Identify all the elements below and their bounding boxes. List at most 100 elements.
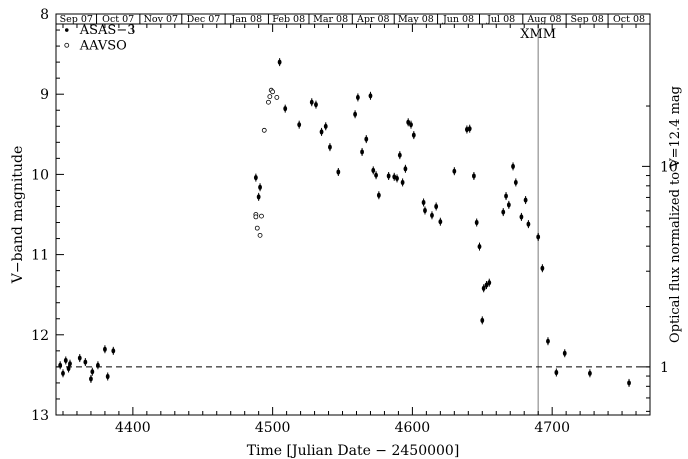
asas-point [353, 111, 357, 117]
aavso-point [274, 95, 280, 100]
asas-point [111, 348, 116, 354]
month-label: May 08 [398, 14, 434, 25]
month-label: Jan 08 [230, 14, 262, 25]
asas-point [319, 129, 324, 135]
asas-point [523, 197, 528, 203]
y2-tick-label: 10 [660, 159, 678, 175]
month-label: Jul 08 [486, 14, 515, 25]
month-label: Dec 07 [187, 14, 221, 25]
data-points [58, 58, 631, 387]
month-label: Sep 07 [60, 14, 93, 25]
legend: ASAS−3 AAVSO [64, 23, 136, 53]
asas-point [434, 203, 439, 210]
asas-point [481, 285, 486, 291]
asas-point [501, 209, 506, 215]
month-label: Nov 07 [144, 14, 179, 25]
asas-point [588, 370, 592, 376]
asas-point [61, 370, 65, 376]
y-tick-label: 10 [31, 167, 49, 183]
y-tick-label: 9 [40, 87, 49, 103]
aavso-point [267, 94, 273, 100]
aavso-point [254, 225, 260, 231]
asas-point [554, 369, 559, 376]
asas-point [423, 207, 427, 214]
asas-point [355, 94, 360, 101]
asas-point [374, 172, 378, 178]
month-label: Aug 08 [526, 14, 561, 25]
asas-point [328, 144, 332, 150]
plot-frame [55, 13, 651, 416]
y-tick-label: 11 [31, 248, 49, 264]
y2-axis: 10 1 [642, 105, 678, 412]
asas-point [395, 175, 399, 182]
asas-point [480, 317, 485, 323]
asas-point [504, 193, 508, 199]
asas-point [438, 219, 443, 225]
asas-point [386, 173, 391, 179]
legend-asas-label: ASAS−3 [79, 23, 136, 38]
asas-point [411, 132, 416, 138]
month-label: Apr 08 [356, 14, 390, 25]
y-tick-label: 13 [31, 408, 49, 424]
x-tick-label: 4500 [255, 420, 291, 436]
month-axis: Sep 07 Oct 07 Nov 07 Dec 07 Jan 08 Feb 08 Mar … [56, 14, 650, 25]
y-axis-label: V−band magnitude [10, 146, 26, 285]
aavso-point [266, 99, 271, 105]
asas-point [309, 99, 314, 105]
month-label: Oct 08 [613, 14, 645, 25]
asas-point [511, 163, 515, 169]
asas-point [474, 219, 479, 226]
asas-point [506, 202, 511, 208]
asas-point [540, 265, 545, 271]
y2-tick-label: 1 [660, 360, 669, 376]
asas-point [484, 282, 489, 288]
x-tick-label: 4600 [395, 420, 431, 436]
asas-point [477, 243, 482, 250]
x-tick-label: 4400 [115, 420, 151, 436]
asas-point [519, 214, 524, 220]
asas-point [96, 362, 100, 368]
asas-point [103, 346, 107, 352]
xmm-label: XMM [520, 27, 556, 42]
asas-point [77, 355, 82, 361]
asas-point [400, 179, 405, 186]
month-label: Oct 07 [102, 14, 134, 25]
aavso-point [257, 232, 263, 238]
month-label: Sep 08 [570, 14, 603, 25]
asas-point [364, 136, 369, 142]
y-tick-label: 8 [40, 7, 49, 23]
asas-point [105, 373, 110, 380]
y2-axis-label: Optical flux normalized to V=12.4 mag [668, 86, 683, 343]
asas-point [536, 234, 541, 240]
asas-point [297, 122, 302, 128]
y-tick-label: 12 [31, 328, 49, 344]
asas-point [546, 338, 550, 344]
asas-point [368, 93, 373, 99]
aavso-point [259, 213, 264, 219]
aavso-point [261, 127, 267, 133]
asas-point [526, 221, 531, 227]
asas-point [63, 357, 68, 364]
asas-point [283, 106, 288, 112]
asas-point [256, 194, 261, 200]
legend-aavso-label: AAVSO [79, 38, 127, 53]
asas-point [452, 168, 457, 174]
asas-point [430, 212, 434, 218]
asas-point [323, 123, 328, 129]
asas-point [336, 169, 341, 175]
asas-point [471, 173, 476, 179]
asas-point [68, 361, 72, 367]
month-label: Mar 08 [313, 14, 348, 25]
asas-point [258, 184, 262, 190]
xmm-marker-group: XMM [520, 24, 556, 415]
month-label: Feb 08 [272, 14, 305, 25]
asas-point [314, 102, 318, 108]
asas-point [562, 350, 567, 356]
asas-point [406, 119, 411, 125]
asas-point [83, 359, 88, 365]
legend-aavso-marker [64, 42, 70, 48]
asas-point [89, 376, 93, 382]
asas-point [376, 192, 381, 198]
asas-point [253, 175, 258, 181]
